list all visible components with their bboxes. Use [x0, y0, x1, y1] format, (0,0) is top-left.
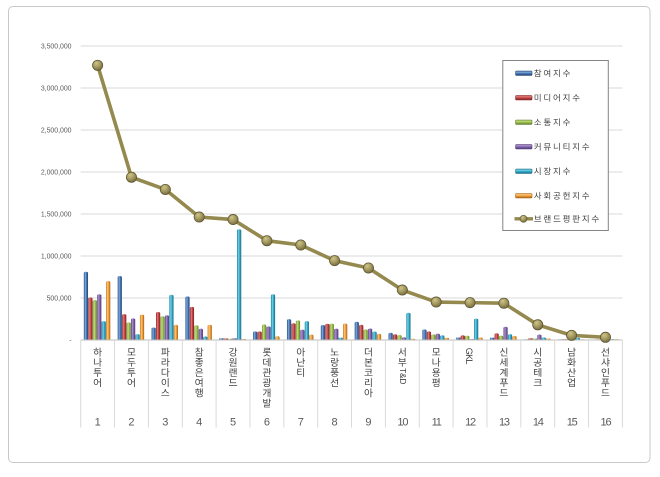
svg-text:1: 1 — [95, 416, 101, 428]
svg-text:3,500,000: 3,500,000 — [41, 43, 72, 50]
svg-text:T&D: T&D — [398, 368, 407, 384]
svg-text:1,000,000: 1,000,000 — [41, 253, 72, 260]
svg-text:15: 15 — [567, 416, 578, 428]
svg-text:500,000: 500,000 — [47, 295, 72, 302]
svg-text:3: 3 — [162, 416, 168, 428]
svg-text:9: 9 — [365, 416, 371, 428]
svg-text:11: 11 — [432, 416, 442, 428]
svg-text:14: 14 — [533, 416, 544, 428]
svg-text:12: 12 — [465, 416, 476, 428]
svg-text:5: 5 — [230, 416, 236, 428]
svg-text:16: 16 — [601, 416, 612, 428]
svg-text:-: - — [69, 337, 71, 344]
svg-text:GKL: GKL — [464, 348, 474, 365]
svg-text:8: 8 — [332, 416, 338, 428]
svg-text:3,000,000: 3,000,000 — [41, 85, 72, 92]
svg-text:13: 13 — [499, 416, 510, 428]
svg-text:2: 2 — [128, 416, 134, 428]
svg-text:2,000,000: 2,000,000 — [41, 169, 72, 176]
svg-text:1,500,000: 1,500,000 — [41, 211, 72, 218]
svg-text:4: 4 — [196, 416, 202, 428]
svg-text:2,500,000: 2,500,000 — [41, 127, 72, 134]
svg-text:10: 10 — [397, 416, 408, 428]
svg-text:6: 6 — [264, 416, 270, 428]
svg-text:7: 7 — [298, 416, 304, 428]
